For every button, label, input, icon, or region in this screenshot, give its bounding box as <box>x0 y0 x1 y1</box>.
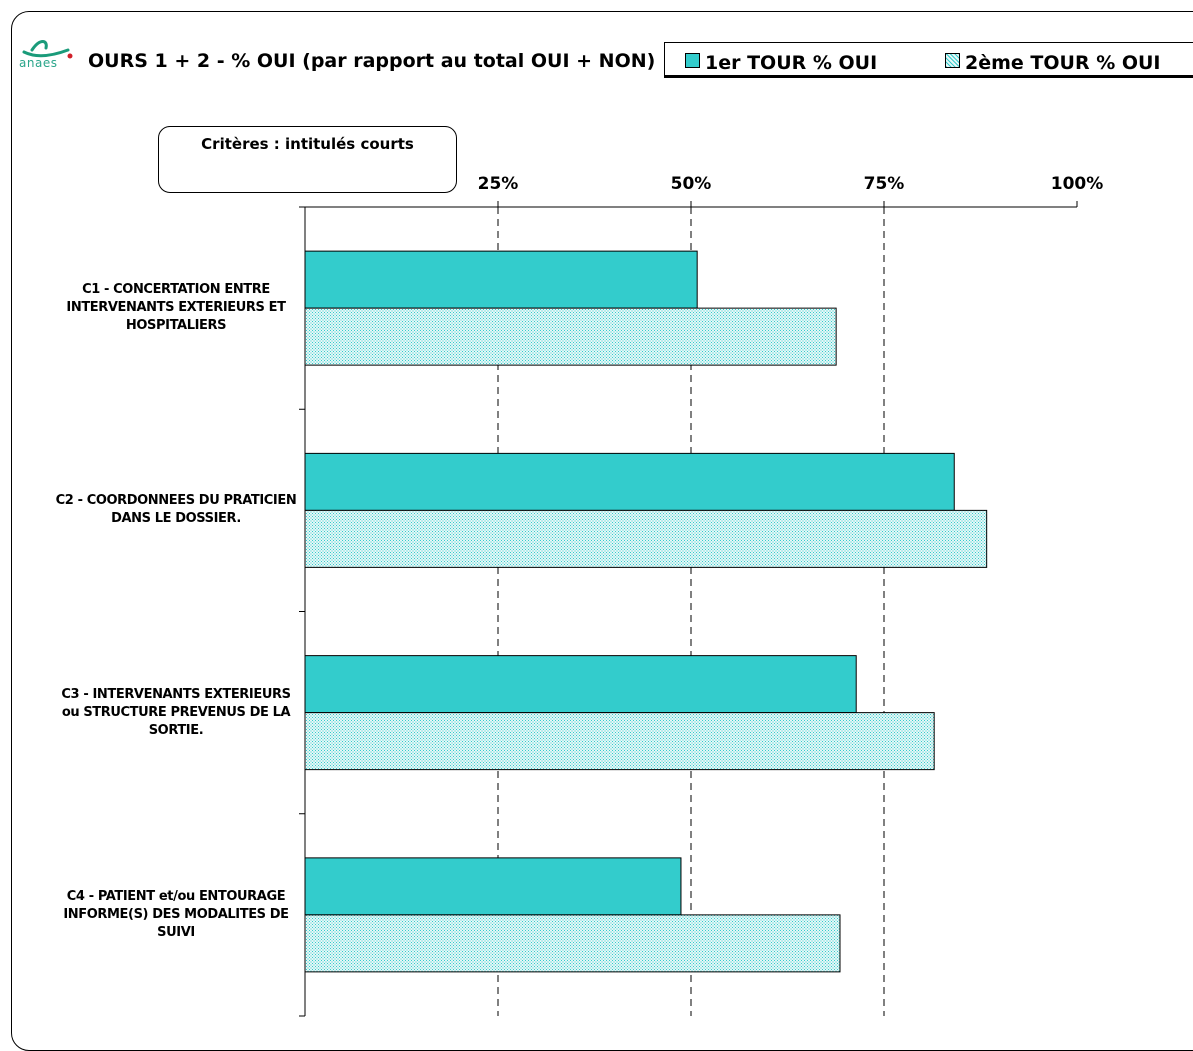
legend-label: 2ème TOUR % OUI <box>965 52 1161 74</box>
anaes-logo <box>22 40 73 59</box>
category-label: C1 - CONCERTATION ENTRE INTERVENANTS EXTE… <box>40 281 312 335</box>
category-label-line: C3 - INTERVENANTS EXTERIEURS <box>61 686 291 702</box>
criteria-header-label: Critères : intitulés courts <box>201 135 414 153</box>
category-label-line: SUIVI <box>157 924 195 940</box>
legend-item-series-2: 2ème TOUR % OUI <box>945 52 1161 74</box>
legend-item-series-1: 1er TOUR % OUI <box>685 52 877 74</box>
category-label: C4 - PATIENT et/ou ENTOURAGE INFORME(S) D… <box>40 888 312 942</box>
bar-tour-1 <box>304 452 955 511</box>
category-label-line: C4 - PATIENT et/ou ENTOURAGE <box>66 888 286 904</box>
bar-tour-2 <box>304 914 841 973</box>
category-label-line: C1 - CONCERTATION ENTRE <box>82 282 270 298</box>
category-label-line: C2 - COORDONNEES DU PRATICIEN <box>55 493 297 509</box>
x-tick-label: 75% <box>864 174 905 194</box>
bar-tour-2 <box>304 712 935 771</box>
x-tick-label: 100% <box>1051 174 1104 194</box>
legend: 1er TOUR % OUI 2ème TOUR % OUI <box>664 42 1193 78</box>
bar-tour-1 <box>304 250 698 309</box>
bar-tour-1 <box>304 857 682 916</box>
category-label-line: SORTIE. <box>148 722 204 738</box>
bar-tour-2 <box>304 509 988 568</box>
criteria-header-box: Critères : intitulés courts <box>158 126 457 193</box>
category-label-line: INFORME(S) DES MODALITES DE <box>63 906 289 922</box>
legend-swatch-solid <box>685 53 700 68</box>
bar-tour-1 <box>304 655 857 714</box>
category-label-line: ou STRUCTURE PREVENUS DE LA <box>61 704 291 720</box>
bar-tour-2 <box>304 307 837 366</box>
legend-swatch-dotted <box>945 53 960 68</box>
category-label-line: INTERVENANTS EXTERIEURS ET <box>66 300 286 316</box>
category-label-line: HOSPITALIERS <box>125 318 227 334</box>
x-tick-label: 50% <box>671 174 712 194</box>
category-label: C2 - COORDONNEES DU PRATICIEN DANS LE DOS… <box>40 492 312 528</box>
legend-label: 1er TOUR % OUI <box>705 52 878 74</box>
x-tick-label: 25% <box>478 174 519 194</box>
chart-title: OURS 1 + 2 - % OUI (par rapport au total… <box>88 50 656 72</box>
logo-text: anaes <box>19 56 58 70</box>
category-label-line: DANS LE DOSSIER. <box>111 511 241 527</box>
category-label: C3 - INTERVENANTS EXTERIEURS ou STRUCTURE… <box>40 686 312 740</box>
